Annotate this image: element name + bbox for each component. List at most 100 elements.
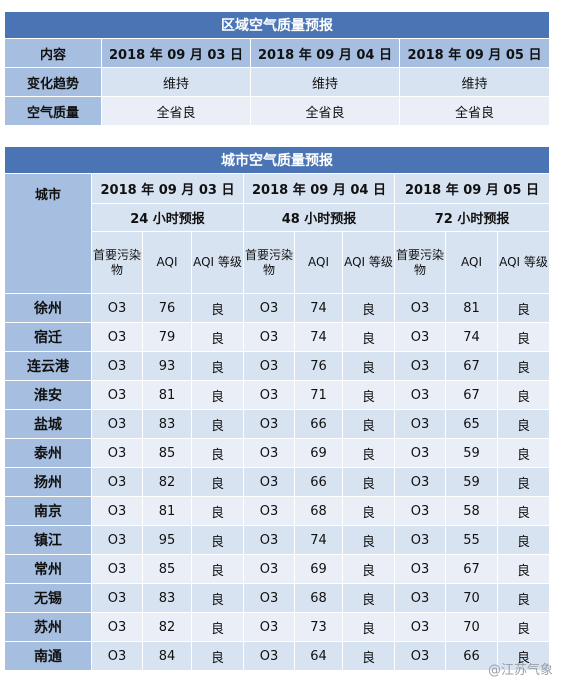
- aqi-level-cell: 良: [191, 293, 244, 323]
- date-header-2: 2018 年 09 月 04 日: [243, 173, 395, 204]
- table-row: 徐州 O3 76 良 O3 74 良 O3 81 良: [4, 293, 551, 323]
- table-row: 泰州 O3 85 良 O3 69 良 O3 59 良: [4, 438, 551, 468]
- aqi-level-cell: 良: [342, 351, 395, 381]
- aqi-level-cell: 良: [342, 467, 395, 497]
- pollutant-cell: O3: [91, 496, 143, 526]
- pollutant-cell: O3: [394, 293, 446, 323]
- aqi-cell: 68: [294, 583, 343, 613]
- table-row: 盐城 O3 83 良 O3 66 良 O3 65 良: [4, 409, 551, 439]
- pollutant-cell: O3: [243, 409, 295, 439]
- pollutant-cell: O3: [394, 351, 446, 381]
- pollutant-cell: O3: [243, 293, 295, 323]
- city-column-header: 城市: [4, 173, 92, 294]
- header-date-3: 2018 年 09 月 05 日: [399, 38, 550, 68]
- city-name: 盐城: [4, 409, 92, 439]
- aqi-cell: 74: [294, 293, 343, 323]
- table-row: 连云港 O3 93 良 O3 76 良 O3 67 良: [4, 351, 551, 381]
- aqi-cell: 82: [142, 612, 192, 642]
- air-quality-value: 全省良: [399, 96, 550, 126]
- aqi-level-cell: 良: [496, 409, 551, 439]
- city-name: 扬州: [4, 467, 92, 497]
- pollutant-cell: O3: [91, 380, 143, 410]
- col-aqi: AQI: [294, 231, 343, 294]
- aqi-cell: 85: [142, 438, 192, 468]
- aqi-cell: 85: [142, 554, 192, 584]
- aqi-level-cell: 良: [496, 554, 551, 584]
- aqi-level-cell: 良: [342, 612, 395, 642]
- aqi-level-cell: 良: [342, 438, 395, 468]
- pollutant-cell: O3: [91, 409, 143, 439]
- aqi-level-cell: 良: [496, 525, 551, 555]
- aqi-cell: 82: [142, 467, 192, 497]
- pollutant-cell: O3: [91, 612, 143, 642]
- trend-value: 维持: [250, 67, 400, 97]
- aqi-cell: 74: [445, 322, 498, 352]
- aqi-level-cell: 良: [342, 293, 395, 323]
- aqi-level-cell: 良: [496, 322, 551, 352]
- col-aqi-level: AQI 等级: [342, 231, 395, 294]
- aqi-cell: 74: [294, 322, 343, 352]
- aqi-cell: 69: [294, 438, 343, 468]
- header-date-2: 2018 年 09 月 04 日: [250, 38, 400, 68]
- aqi-cell: 79: [142, 322, 192, 352]
- aqi-cell: 67: [445, 554, 498, 584]
- aqi-level-cell: 良: [191, 380, 244, 410]
- table-row: 常州 O3 85 良 O3 69 良 O3 67 良: [4, 554, 551, 584]
- pollutant-cell: O3: [91, 293, 143, 323]
- table-row: 镇江 O3 95 良 O3 74 良 O3 55 良: [4, 525, 551, 555]
- aqi-level-cell: 良: [191, 525, 244, 555]
- aqi-cell: 84: [142, 641, 192, 671]
- aqi-cell: 95: [142, 525, 192, 555]
- pollutant-cell: O3: [243, 467, 295, 497]
- table-row: 南通 O3 84 良 O3 64 良 O3 66 良: [4, 641, 551, 671]
- aqi-cell: 55: [445, 525, 498, 555]
- pollutant-cell: O3: [91, 641, 143, 671]
- row-label-air-quality: 空气质量: [4, 96, 102, 126]
- pollutant-cell: O3: [394, 496, 446, 526]
- pollutant-cell: O3: [394, 612, 446, 642]
- aqi-level-cell: 良: [496, 438, 551, 468]
- pollutant-cell: O3: [394, 409, 446, 439]
- city-name: 宿迁: [4, 322, 92, 352]
- aqi-level-cell: 良: [191, 583, 244, 613]
- aqi-level-cell: 良: [342, 322, 395, 352]
- city-table-title: 城市空气质量预报: [3, 146, 551, 174]
- city-name: 苏州: [4, 612, 92, 642]
- pollutant-cell: O3: [394, 467, 446, 497]
- header-content: 内容: [4, 38, 102, 68]
- col-primary-pollutant: 首要污染物: [91, 231, 143, 294]
- aqi-cell: 67: [445, 351, 498, 381]
- col-aqi-level: AQI 等级: [496, 231, 551, 294]
- pollutant-cell: O3: [91, 554, 143, 584]
- regional-forecast-table: 区域空气质量预报 内容 2018 年 09 月 03 日 2018 年 09 月…: [4, 11, 550, 126]
- air-quality-value: 全省良: [101, 96, 251, 126]
- pollutant-cell: O3: [243, 496, 295, 526]
- aqi-level-cell: 良: [191, 438, 244, 468]
- aqi-cell: 81: [445, 293, 498, 323]
- aqi-level-cell: 良: [342, 409, 395, 439]
- aqi-cell: 66: [445, 641, 498, 671]
- col-aqi: AQI: [142, 231, 192, 294]
- pollutant-cell: O3: [243, 525, 295, 555]
- regional-table-title: 区域空气质量预报: [4, 11, 550, 39]
- pollutant-cell: O3: [243, 554, 295, 584]
- col-aqi: AQI: [445, 231, 498, 294]
- aqi-cell: 68: [294, 496, 343, 526]
- table-row: 苏州 O3 82 良 O3 73 良 O3 70 良: [4, 612, 551, 642]
- pollutant-cell: O3: [243, 438, 295, 468]
- city-name: 常州: [4, 554, 92, 584]
- date-header-1: 2018 年 09 月 03 日: [91, 173, 244, 204]
- aqi-cell: 69: [294, 554, 343, 584]
- aqi-cell: 65: [445, 409, 498, 439]
- table-row: 南京 O3 81 良 O3 68 良 O3 58 良: [4, 496, 551, 526]
- date-header-3: 2018 年 09 月 05 日: [393, 173, 551, 204]
- aqi-cell: 76: [294, 351, 343, 381]
- aqi-level-cell: 良: [342, 583, 395, 613]
- aqi-cell: 81: [142, 496, 192, 526]
- aqi-level-cell: 良: [342, 525, 395, 555]
- aqi-level-cell: 良: [496, 351, 551, 381]
- city-name: 无锡: [4, 583, 92, 613]
- city-forecast-table: 城市空气质量预报 城市 2018 年 09 月 03 日 2018 年 09 月…: [3, 146, 551, 671]
- forecast-label-48h: 48 小时预报: [243, 203, 395, 232]
- air-quality-value: 全省良: [250, 96, 400, 126]
